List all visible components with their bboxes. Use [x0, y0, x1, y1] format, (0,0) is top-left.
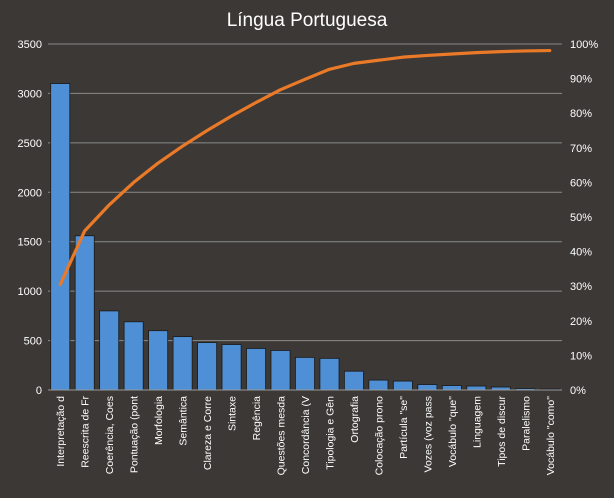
bar: [417, 384, 438, 391]
bar: [221, 344, 242, 391]
x-tick-label: Vozes (voz pass: [422, 396, 434, 472]
y-left-tick-label: 1500: [18, 237, 42, 249]
bar: [50, 83, 71, 391]
x-tick-label: Paralelismo: [520, 396, 532, 451]
x-tick-label: Morfologia: [153, 396, 165, 445]
y-right-tick-label: 50%: [570, 212, 592, 224]
y-left-tick-label: 0: [36, 385, 42, 397]
y-left-tick-label: 1000: [18, 286, 42, 298]
bar: [123, 321, 144, 391]
y-axis-left: 0 500 1000 1500 2000 2500 3000 3500: [18, 39, 42, 397]
y-right-tick-label: 10%: [570, 350, 592, 362]
bar: [368, 379, 389, 391]
x-tick-label: Ortografia: [349, 396, 361, 443]
x-axis: Interpretação d Reescrita de Fr Coerência,…: [48, 389, 562, 476]
x-tick-label: Regência: [251, 396, 263, 441]
bar: [295, 356, 315, 391]
x-tick-label: Linguagem: [471, 396, 483, 448]
x-tick-label: Concordância (V: [300, 396, 312, 474]
cumulative-line: [58, 48, 552, 287]
bar: [466, 385, 487, 391]
x-tick-label: Colocação prono: [373, 396, 385, 476]
x-tick-label: Tipos de discur: [496, 396, 508, 467]
y-left-tick-label: 3000: [18, 88, 42, 100]
bar: [172, 336, 193, 391]
x-tick-label: Vocábulo "como": [545, 396, 557, 476]
y-right-tick-label: 40%: [570, 247, 592, 259]
y-right-tick-label: 0%: [570, 385, 586, 397]
x-tick-label: Pontuação (pont: [129, 396, 141, 473]
bar: [319, 357, 340, 391]
bar: [197, 342, 218, 391]
bar: [441, 385, 462, 391]
y-right-tick-label: 70%: [570, 143, 592, 155]
y-left-tick-label: 2500: [18, 138, 42, 150]
y-right-tick-label: 80%: [570, 108, 592, 120]
bar: [392, 380, 413, 391]
chart-title: Língua Portuguesa: [227, 10, 388, 31]
bar: [246, 348, 266, 391]
bar: [74, 235, 95, 391]
cumulative-line-layer: [58, 48, 552, 287]
x-tick-label: Semântica: [178, 396, 190, 446]
bar: [344, 370, 364, 391]
x-tick-label: Clareza e Corre: [202, 396, 214, 470]
y-left-tick-label: 2000: [18, 187, 42, 199]
bar: [270, 350, 291, 391]
bar: [99, 310, 120, 391]
x-tick-label: Tipologia e Gên: [324, 396, 336, 470]
x-tick-label: Reescrita de Fr: [80, 396, 92, 468]
x-tick-label: Vocábulo "que": [447, 396, 459, 467]
y-right-tick-label: 20%: [570, 316, 592, 328]
y-right-tick-label: 60%: [570, 177, 592, 189]
y-right-tick-label: 30%: [570, 281, 592, 293]
y-right-tick-label: 100%: [570, 39, 598, 51]
bar: [148, 330, 169, 391]
x-tick-label: Coerência, Coes: [104, 396, 116, 474]
y-axis-right: 0% 10% 20% 30% 40% 50% 60% 70% 80% 90% 100%: [570, 39, 598, 397]
x-tick-label: Questões mesda: [276, 396, 288, 476]
y-left-tick-label: 500: [24, 336, 42, 348]
x-tick-label: Interpretação d: [55, 396, 67, 467]
y-right-tick-label: 90%: [570, 74, 592, 86]
x-tick-label: Sintaxe: [227, 396, 239, 431]
y-left-tick-label: 3500: [18, 39, 42, 51]
x-tick-label: Partícula "se": [398, 396, 410, 459]
